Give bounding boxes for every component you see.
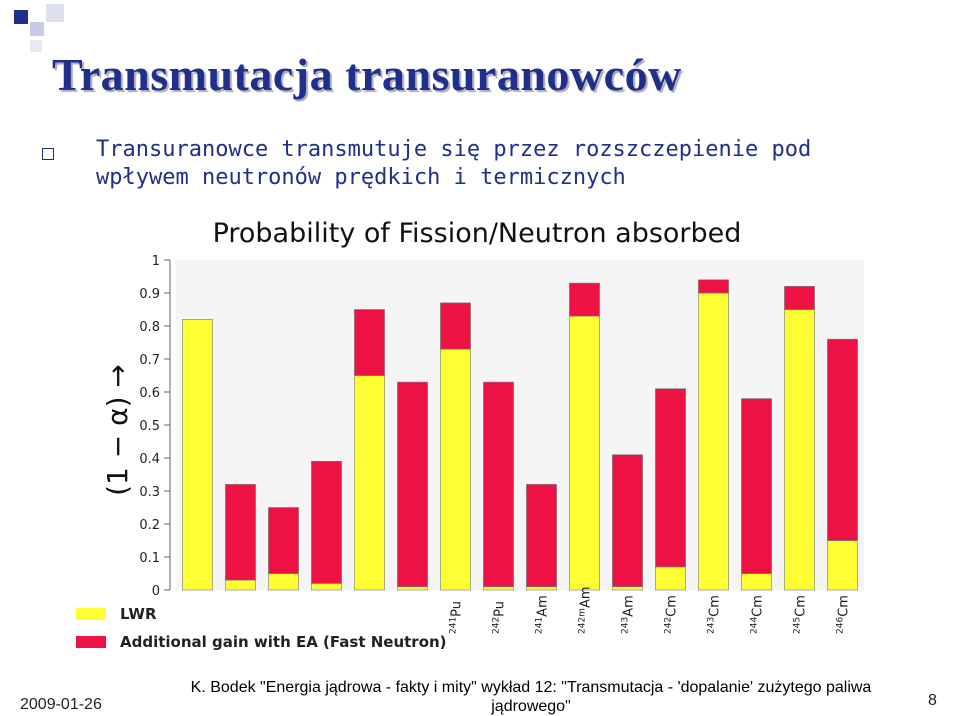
x-tick-label: 245Cm (793, 595, 809, 634)
bar-lwr-242mam (569, 315, 600, 591)
bar-lwr-243cm (698, 292, 729, 591)
bar-ea-242mam (569, 282, 600, 317)
bar-lwr-241am (526, 586, 557, 591)
legend-label: LWR (120, 605, 157, 623)
bar-lwr-239pu (354, 375, 385, 591)
slide-title: Transmutacja transuranowców (52, 49, 682, 100)
bar-lwr-243am (612, 586, 643, 591)
svg-text:244Cm: 244Cm (750, 595, 766, 634)
bar-ea-239pu (354, 309, 385, 376)
svg-text:241Am: 241Am (535, 595, 551, 634)
legend-box (72, 596, 447, 664)
svg-text:242mAm: 242mAm (578, 586, 594, 634)
footer-date: 2009-01-26 (20, 696, 102, 713)
bar-ea-237np (311, 461, 342, 584)
bar-lwr-236u (225, 579, 256, 591)
svg-text:242Cm: 242Cm (664, 595, 680, 634)
svg-text:243Am: 243Am (621, 595, 637, 634)
bar-lwr-245cm (784, 309, 815, 591)
footer-source: K. Bodek "Energia jądrowa - fakty i mity… (190, 679, 872, 715)
corner-square-1 (14, 10, 28, 24)
x-tick-label: 243Am (621, 595, 637, 634)
legend-swatch (76, 636, 106, 648)
bar-ea-243cm (698, 279, 729, 294)
y-tick-label: 0.4 (139, 452, 160, 467)
bar-ea-241pu (440, 302, 471, 350)
y-tick-label: 0 (152, 584, 160, 599)
y-tick-label: 0.9 (139, 287, 160, 302)
bar-ea-243am (612, 454, 643, 587)
legend-label: Additional gain with EA (Fast Neutron) (120, 633, 447, 651)
bar-ea-241am (526, 484, 557, 587)
corner-square-4 (30, 40, 42, 52)
bar-ea-244cm (741, 398, 772, 574)
y-tick-label: 0.3 (139, 485, 160, 500)
bar-ea-242pu (483, 381, 514, 588)
y-tick-label: 0.7 (139, 353, 160, 368)
y-tick-label: 0.6 (139, 386, 160, 401)
bar-lwr-235u (182, 319, 213, 591)
svg-text:243Cm: 243Cm (707, 595, 723, 634)
bar-lwr-246cm (827, 540, 858, 591)
y-tick-label: 0.1 (139, 551, 160, 566)
y-tick-label: 0.2 (139, 518, 160, 533)
svg-text:245Cm: 245Cm (793, 595, 809, 634)
x-tick-label: 241Pu (449, 601, 465, 634)
corner-square-3 (46, 4, 64, 22)
chart: Probability of Fission/Neutron absorbed … (72, 208, 882, 668)
x-tick-label: 244Cm (750, 595, 766, 634)
bar-lwr-238u (268, 573, 299, 591)
y-axis-label: (1 − α) → (101, 364, 134, 496)
x-tick-label: 242Pu (492, 601, 508, 634)
bullet-text: Transuranowce transmutuje się przez rozs… (96, 137, 812, 190)
bar-lwr-242pu (483, 586, 514, 591)
bar-ea-245cm (784, 286, 815, 310)
y-tick-label: 0.8 (139, 320, 160, 335)
x-tick-label: 242Cm (664, 595, 680, 634)
svg-text:242Pu: 242Pu (492, 601, 508, 634)
y-tick-label: 0.5 (139, 419, 160, 434)
bar-lwr-242cm (655, 566, 686, 591)
svg-text:246Cm: 246Cm (836, 595, 852, 634)
bar-lwr-241pu (440, 348, 471, 591)
corner-square-2 (30, 22, 44, 36)
chart-svg: Probability of Fission/Neutron absorbed … (72, 208, 882, 668)
bar-ea-240pu (397, 381, 428, 588)
bullet-marker (42, 148, 54, 160)
bar-ea-236u (225, 484, 256, 581)
x-tick-label: 242mAm (578, 586, 594, 634)
legend-swatch (76, 608, 106, 620)
bar-ea-246cm (827, 338, 858, 541)
x-tick-label: 246Cm (836, 595, 852, 634)
bar-lwr-240pu (397, 586, 428, 591)
bar-ea-238u (268, 507, 299, 574)
page-number: 8 (928, 692, 937, 709)
x-tick-label: 241Am (535, 595, 551, 634)
bar-ea-242cm (655, 388, 686, 568)
bar-lwr-237np (311, 583, 342, 591)
bar-lwr-244cm (741, 573, 772, 591)
x-tick-label: 243Cm (707, 595, 723, 634)
y-tick-label: 1 (152, 254, 160, 269)
chart-title: Probability of Fission/Neutron absorbed (213, 218, 742, 249)
svg-text:241Pu: 241Pu (449, 601, 465, 634)
